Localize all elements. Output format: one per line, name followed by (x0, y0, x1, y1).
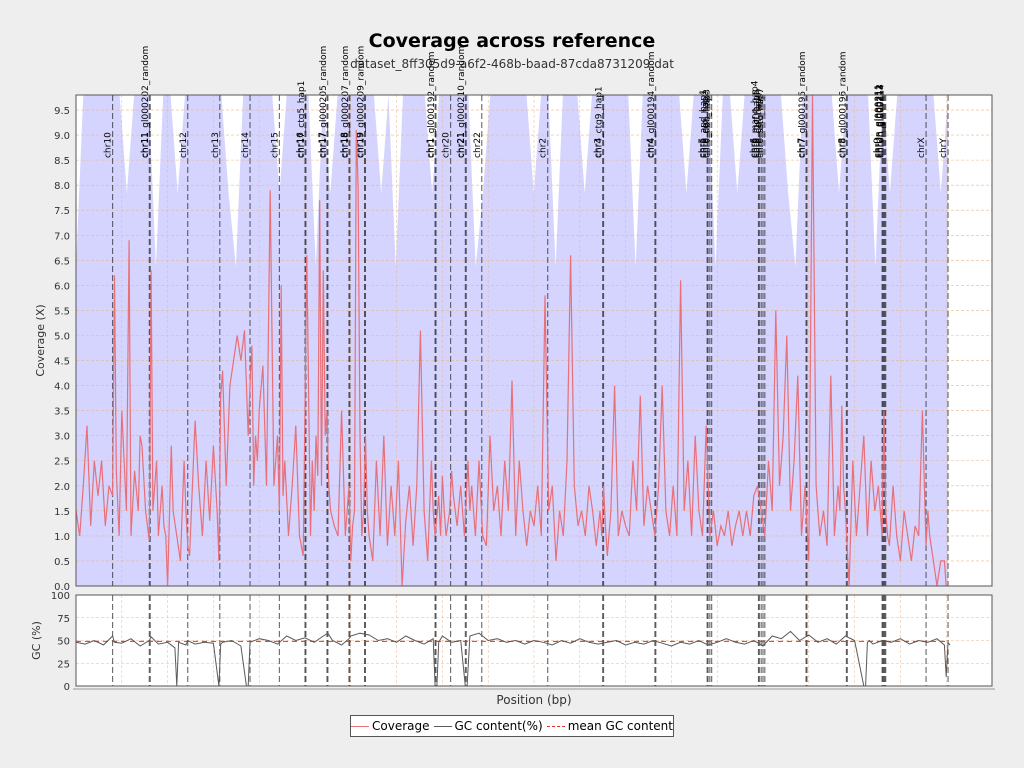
chromosome-label: chr18 (340, 132, 350, 158)
chromosome-label: chr9 (873, 138, 883, 158)
mean-swatch-icon (546, 725, 565, 727)
chromosome-label: chr19_gl000209_random (356, 46, 366, 158)
ytick-label-bottom: 75 (57, 614, 70, 625)
chromosome-label: chr4 (646, 138, 656, 158)
chromosome-label: chrUn_gl000212 (875, 84, 885, 158)
chromosome-label: chr17_gl000205_random (319, 46, 329, 158)
chromosome-label: chr19 (356, 132, 366, 158)
ytick-label-top: 4.5 (54, 357, 70, 368)
chromosome-label: chr21_gl000210_random (457, 46, 467, 158)
ytick-label-top: 0.5 (54, 557, 70, 568)
x-axis-label: Position (bp) (496, 693, 571, 707)
ytick-label-top: 0.0 (54, 582, 70, 593)
ytick-label-bottom: 0 (64, 682, 70, 693)
legend-coverage-label: Coverage (372, 719, 430, 733)
chromosome-label: chr8 (837, 138, 847, 158)
y-axis-label-coverage: Coverage (X) (34, 304, 47, 376)
gc-series-line (75, 630, 951, 687)
ytick-label-bottom: 50 (57, 637, 70, 648)
chromosome-label: chr14 (241, 132, 251, 158)
ytick-label-top: 8.5 (54, 156, 70, 167)
legend-gc-label: GC content(%) (454, 719, 543, 733)
chromosome-label: chr4_gl000194_random (647, 51, 657, 158)
chromosome-label: chr10 (104, 132, 114, 158)
chromosome-label: chr17_ctg5_hap1 (297, 81, 307, 158)
chromosome-label: chr21 (456, 132, 466, 158)
chromosome-label: chr2 (539, 138, 549, 158)
coverage-swatch-icon (351, 725, 369, 727)
chromosome-label: chr3 (594, 138, 604, 158)
legend-mean-label: mean GC content (567, 719, 673, 733)
gc-swatch-icon (433, 725, 452, 727)
chromosome-label: chr6_mann_hap4 (750, 80, 760, 158)
chromosome-label: chr11 (140, 132, 150, 158)
chromosome-label: chr6_ssto_hap7 (756, 88, 766, 158)
chromosome-label: chr12 (179, 132, 189, 158)
chromosome-label: chr11_gl000202_random (141, 46, 151, 158)
ytick-label-top: 2.0 (54, 482, 70, 493)
y-axis-label-gc: GC (%) (30, 621, 43, 660)
chart-title: Coverage across reference (368, 30, 656, 52)
ytick-label-top: 9.0 (54, 131, 70, 142)
chromosome-label: chrX (917, 137, 927, 158)
chart-subtitle: dataset_8ff305d9-a6f2-468b-baad-87cda873… (350, 57, 674, 71)
chromosome-label: chr7_gl000195_random (798, 51, 808, 158)
ytick-label-top: 5.0 (54, 331, 70, 342)
legend-item-gc: GC content(%) (433, 719, 543, 733)
chromosome-label: chr16 (296, 132, 306, 158)
chromosome-label: chr6 (749, 138, 759, 158)
ytick-label-top: 3.5 (54, 407, 70, 418)
chromosome-label: chr18_gl000207_random (341, 46, 351, 158)
legend-item-coverage: Coverage (351, 719, 430, 733)
chromosome-label: chr17 (318, 132, 328, 158)
coverage-fill-area (76, 95, 949, 586)
ytick-label-top: 3.0 (54, 432, 70, 443)
chromosome-label: chrUn_gl000213 (876, 84, 886, 158)
chromosome-label: chr22 (473, 132, 483, 158)
chromosome-label: chr4_ctg9_hap1 (595, 86, 605, 158)
coverage-series-line (75, 94, 947, 587)
ytick-label-top: 1.5 (54, 507, 70, 518)
chromosome-label: chr1 (426, 138, 436, 158)
coverage-chart: 0.0 0.5 1.0 1.5 2.0 2.5 3.0 3.5 4.0 4.5 5.0 5.5 6.0 6… (30, 46, 995, 707)
ytick-label-top: 8.0 (54, 181, 70, 192)
ytick-label-top: 6.0 (54, 281, 70, 292)
legend-item-mean: mean GC content (546, 719, 673, 733)
chromosome-label: chrUn_gl000211 (874, 84, 884, 158)
gc-plot-frame (75, 594, 993, 687)
chromosome-label: chrUn_gl000214 (877, 84, 887, 158)
ytick-label-top: 9.5 (54, 106, 70, 117)
ytick-label-top: 7.5 (54, 206, 70, 217)
ytick-label-bottom: 25 (57, 659, 70, 670)
ytick-label-top: 7.0 (54, 231, 70, 242)
chromosome-label: chr5 (698, 138, 708, 158)
ytick-label-top: 5.5 (54, 306, 70, 317)
chromosome-label: chr1_gl000192_random (427, 51, 437, 158)
chromosome-label: chr6_dbb_hap3 (703, 89, 713, 158)
chromosome-label: chr15 (270, 132, 280, 158)
ytick-label-top: 1.0 (54, 532, 70, 543)
ytick-label-top: 4.0 (54, 382, 70, 393)
chromosome-label: chr6_cox_hap2 (701, 91, 711, 158)
chromosome-label: chr6_apd_hap1 (699, 89, 709, 158)
chromosome-label: chr7 (797, 138, 807, 158)
chromosome-label: chr13 (211, 132, 221, 158)
chart-legend: Coverage GC content(%) mean GC content (350, 715, 674, 737)
chromosome-label: chr6_mcf_hap5 (752, 89, 762, 158)
coverage-plot-frame (75, 94, 993, 587)
ytick-label-bottom: 100 (51, 591, 70, 602)
chromosome-label: chr20 (442, 132, 452, 158)
coverage-grid: 0.0 0.5 1.0 1.5 2.0 2.5 3.0 3.5 4.0 4.5 5.0 5.5 6.0 6… (54, 95, 993, 593)
chromosome-label: chr6_qbl_hap6 (754, 92, 764, 158)
chromosome-label: chr8_gl000196_random (838, 51, 848, 158)
ytick-label-top: 2.5 (54, 457, 70, 468)
chromosome-label: chrY (939, 138, 949, 158)
ytick-label-top: 6.5 (54, 256, 70, 267)
